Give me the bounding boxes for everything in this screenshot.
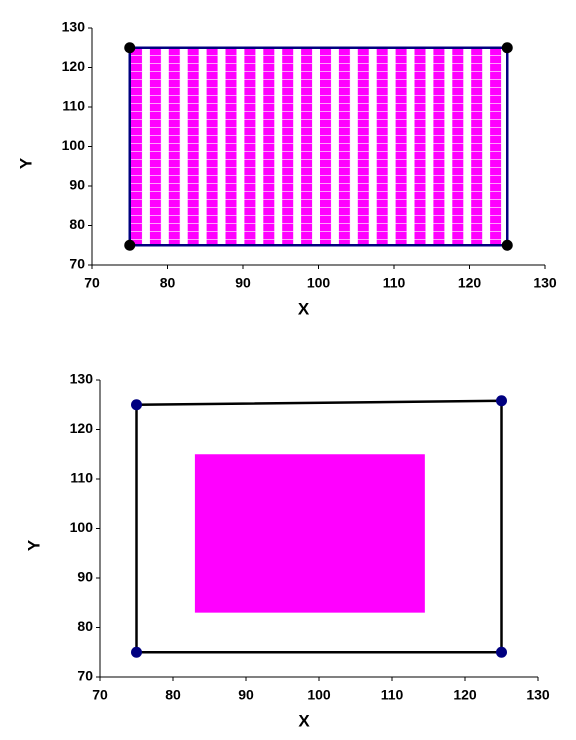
- y-tick-label: 80: [69, 216, 85, 232]
- y-tick-label: 130: [62, 19, 86, 35]
- x-tick-label: 100: [307, 687, 331, 703]
- x-tick-label: 110: [381, 687, 404, 703]
- y-tick-label: 90: [69, 177, 85, 193]
- point: [124, 239, 136, 251]
- x-tick-label: 90: [238, 687, 254, 703]
- y-tick-label: 100: [62, 137, 86, 153]
- y-tick-label: 70: [77, 668, 93, 684]
- y-tick-label: 120: [62, 58, 86, 74]
- x-tick-label: 80: [165, 687, 181, 703]
- x-axis-title: X: [298, 711, 310, 730]
- point: [501, 239, 513, 251]
- x-tick-label: 100: [307, 275, 331, 291]
- y-tick-label: 120: [70, 420, 94, 436]
- x-tick-label: 130: [526, 687, 550, 703]
- x-tick-label: 120: [453, 687, 477, 703]
- filled-region: [129, 47, 508, 246]
- x-axis-title: X: [298, 299, 310, 318]
- y-axis-title: Y: [24, 539, 43, 551]
- y-tick-label: 70: [69, 256, 85, 272]
- point: [496, 395, 507, 407]
- point: [131, 399, 142, 411]
- point: [501, 42, 513, 54]
- point: [131, 646, 142, 658]
- y-axis-title: Y: [16, 157, 35, 169]
- x-tick-label: 70: [92, 687, 108, 703]
- filled-region: [194, 454, 425, 613]
- x-tick-label: 70: [84, 275, 100, 291]
- x-tick-label: 110: [383, 275, 406, 291]
- y-tick-label: 110: [70, 470, 93, 486]
- y-tick-label: 90: [77, 569, 93, 585]
- x-tick-label: 130: [533, 275, 557, 291]
- y-tick-label: 80: [77, 618, 93, 634]
- point: [496, 646, 507, 658]
- point: [124, 42, 136, 54]
- y-tick-label: 110: [62, 98, 85, 114]
- x-tick-label: 120: [458, 275, 482, 291]
- x-tick-label: 90: [235, 275, 251, 291]
- y-tick-label: 130: [70, 371, 94, 387]
- y-tick-label: 100: [70, 519, 94, 535]
- x-tick-label: 80: [160, 275, 176, 291]
